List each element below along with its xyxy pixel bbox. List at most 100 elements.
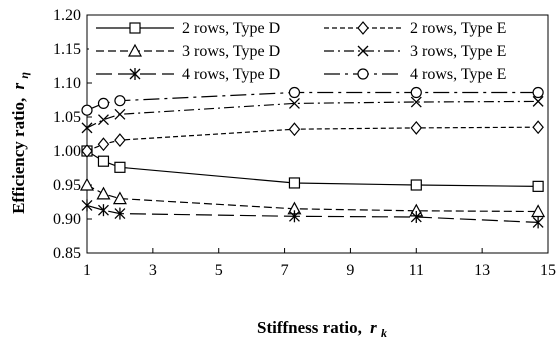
- data-point: [97, 137, 110, 152]
- plot-frame: [86, 14, 549, 254]
- data-point-diamond: [410, 120, 423, 135]
- x-axis-title-subscript: k: [381, 326, 387, 340]
- y-tick-label: 0.95: [53, 177, 81, 194]
- data-point-circle: [288, 86, 301, 99]
- legend-entry: 2 rows, Type E: [324, 20, 506, 37]
- data-point: [97, 155, 110, 167]
- data-point-triangle: [79, 177, 95, 191]
- data-point: [81, 144, 93, 158]
- data-point-square: [288, 177, 301, 189]
- data-point: [410, 210, 422, 223]
- legend-entry: 2 rows, Type D: [96, 20, 280, 37]
- y-tick-label: 1.05: [53, 109, 81, 126]
- data-point-stroke-b: [288, 97, 300, 109]
- x-tick-label: 11: [409, 262, 424, 279]
- legend-marker-triangle: [127, 43, 143, 57]
- legend-entry: 3 rows, Type D: [96, 43, 280, 60]
- data-point-stroke-b: [532, 95, 544, 107]
- x-tick-label: 5: [215, 262, 223, 279]
- data-point-triangle: [112, 191, 127, 205]
- data-point-square: [532, 180, 544, 192]
- y-axis-title-symbol: r: [9, 83, 28, 90]
- legend-label: 3 rows, Type E: [410, 43, 506, 60]
- data-point-stroke-b: [98, 114, 109, 126]
- series-layer: [79, 86, 546, 229]
- legend-box: [89, 16, 546, 82]
- data-point: [98, 114, 109, 126]
- x-tick-label: 7: [281, 262, 289, 279]
- legend-marker-circle: [357, 68, 369, 80]
- data-point-triangle: [96, 186, 111, 200]
- legend: 2 rows, Type D 2 rows, Type E 3 rows, Type…: [89, 16, 546, 83]
- data-point-stroke-b: [114, 108, 126, 120]
- data-point: [410, 120, 423, 135]
- data-point: [114, 161, 126, 173]
- data-point: [288, 210, 300, 223]
- legend-entry: 3 rows, Type E: [324, 43, 506, 60]
- data-point: [114, 207, 126, 220]
- data-point: [410, 179, 422, 191]
- legend-label: 4 rows, Type E: [410, 66, 506, 83]
- data-point: [288, 86, 301, 99]
- data-point: [114, 95, 126, 107]
- data-point-diamond: [532, 120, 544, 135]
- y-tick-label: 0.90: [53, 211, 81, 228]
- x-axis-title-symbol: r: [370, 318, 377, 337]
- series-3: [79, 177, 546, 218]
- legend-marker-square: [129, 22, 141, 34]
- x-tick-label: 9: [346, 262, 354, 279]
- series-6: [81, 86, 544, 116]
- data-point: [97, 97, 110, 110]
- y-tick-label: 0.85: [53, 245, 81, 262]
- x-tick-label: 13: [474, 262, 490, 279]
- data-point-circle: [410, 86, 422, 99]
- data-point: [532, 95, 544, 107]
- data-point: [112, 191, 127, 205]
- series-line: [86, 150, 539, 187]
- series-4: [81, 95, 544, 134]
- data-point-circle: [97, 97, 110, 110]
- data-point: [288, 97, 300, 109]
- data-point-circle: [532, 86, 544, 99]
- y-axis-title-text: Efficiency ratio,: [9, 98, 28, 214]
- data-point: [79, 177, 95, 191]
- data-point: [410, 96, 422, 108]
- data-point-square: [114, 161, 126, 173]
- series-1: [81, 145, 544, 192]
- legend-entry: 4 rows, Type D: [96, 66, 280, 83]
- data-point-diamond: [97, 137, 110, 152]
- data-point-square: [97, 155, 110, 167]
- data-point: [114, 108, 126, 120]
- series-line: [86, 100, 539, 129]
- data-point-stroke-b: [81, 122, 93, 134]
- legend-marker: [129, 22, 141, 34]
- data-point: [288, 177, 301, 189]
- x-axis-title: Stiffness ratio, r k: [257, 318, 387, 340]
- y-tick-label: 1.00: [53, 143, 81, 160]
- y-tick-label: 1.15: [53, 41, 81, 58]
- data-point: [288, 122, 301, 137]
- data-point: [532, 180, 544, 192]
- y-tick-label: 1.10: [53, 75, 81, 92]
- data-point: [532, 86, 544, 99]
- y-axis-title-subscript: η: [17, 72, 31, 79]
- series-line: [86, 204, 539, 223]
- legend-marker: [357, 21, 369, 35]
- data-point: [98, 204, 109, 217]
- legend-marker: [129, 68, 141, 80]
- data-point: [532, 120, 544, 135]
- data-point: [410, 86, 422, 99]
- legend-marker: [357, 45, 369, 57]
- data-point: [114, 133, 126, 148]
- legend-label: 3 rows, Type D: [182, 43, 280, 60]
- series-2: [81, 120, 544, 158]
- data-point-diamond: [81, 144, 93, 158]
- x-tick-label: 15: [540, 262, 556, 279]
- data-point: [96, 186, 111, 200]
- data-point-stroke-b: [410, 96, 422, 108]
- legend-marker-stroke-b: [357, 45, 369, 57]
- legend-marker-diamond: [357, 21, 369, 35]
- x-tick-label: 1: [83, 262, 91, 279]
- legend-label: 2 rows, Type D: [182, 20, 280, 37]
